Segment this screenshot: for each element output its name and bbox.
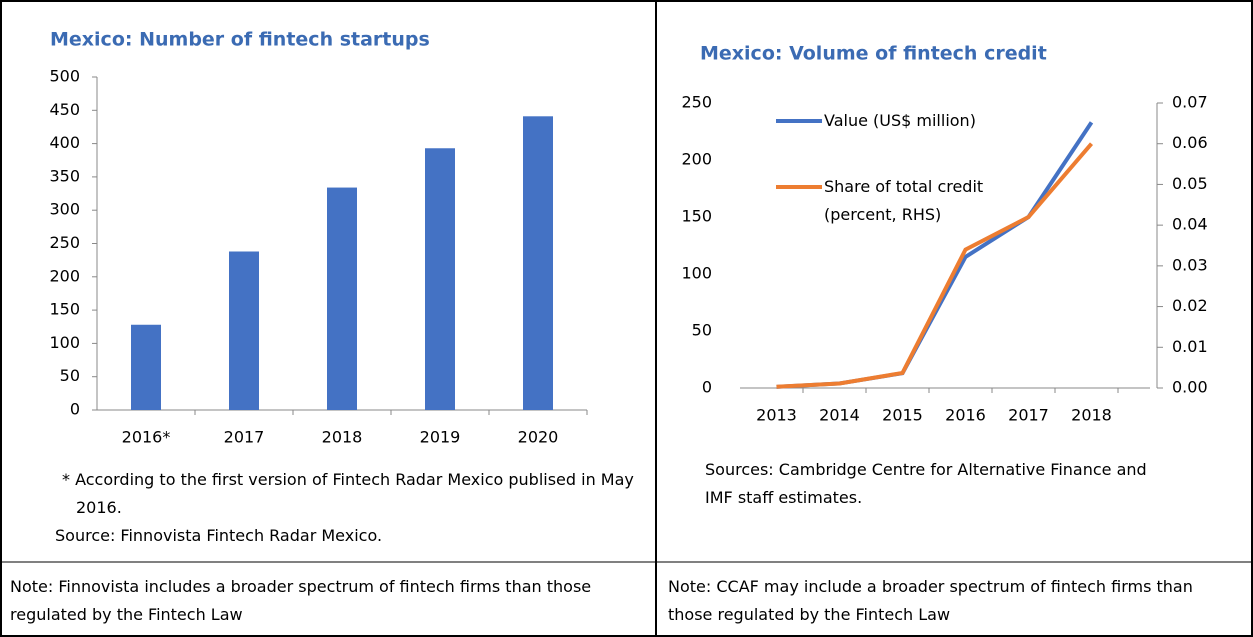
y-tick-label: 200 bbox=[49, 266, 80, 285]
y2-tick-label: 0.00 bbox=[1172, 378, 1208, 397]
series-line bbox=[776, 142, 1094, 389]
x-tick-label: 2020 bbox=[518, 428, 559, 447]
y2-tick-label: 0.03 bbox=[1172, 255, 1208, 274]
y-tick-label: 250 bbox=[49, 233, 80, 252]
x-tick-label: 2016 bbox=[945, 406, 986, 425]
y-tick-label: 350 bbox=[49, 166, 80, 185]
chart-title: Mexico: Volume of fintech credit bbox=[700, 43, 1047, 65]
y2-tick-label: 0.05 bbox=[1172, 174, 1208, 193]
footnote: * According to the first version of Fint… bbox=[62, 470, 634, 517]
y2-tick-label: 0.02 bbox=[1172, 296, 1208, 315]
x-tick-label: 2013 bbox=[756, 406, 797, 425]
x-tick-label: 2014 bbox=[819, 406, 860, 425]
y-tick-label: 0 bbox=[70, 400, 80, 419]
source: Source: Finnovista Fintech Radar Mexico. bbox=[55, 526, 383, 545]
x-tick-label: 2018 bbox=[322, 428, 363, 447]
y-tick-label: 250 bbox=[681, 93, 712, 112]
y-tick-label: 400 bbox=[49, 133, 80, 152]
bar bbox=[229, 251, 259, 410]
legend-label: Share of total credit (percent, RHS) bbox=[824, 177, 984, 224]
y-tick-label: 450 bbox=[49, 100, 80, 119]
y2-tick-label: 0.06 bbox=[1172, 133, 1208, 152]
series-line bbox=[776, 121, 1094, 389]
y-tick-label: 100 bbox=[49, 333, 80, 352]
note: Note: CCAF may include a broader spectru… bbox=[668, 577, 1193, 624]
chart-title: Mexico: Number of fintech startups bbox=[50, 29, 430, 51]
y-tick-label: 50 bbox=[692, 321, 712, 340]
x-tick-label: 2019 bbox=[420, 428, 461, 447]
x-tick-label: 2017 bbox=[224, 428, 265, 447]
y2-tick-label: 0.04 bbox=[1172, 215, 1208, 234]
y-tick-label: 50 bbox=[60, 366, 80, 385]
y-tick-label: 200 bbox=[681, 150, 712, 169]
bar bbox=[327, 187, 357, 410]
x-tick-label: 2017 bbox=[1008, 406, 1049, 425]
y-tick-label: 150 bbox=[681, 207, 712, 226]
y-tick-label: 150 bbox=[49, 300, 80, 319]
x-tick-label: 2016* bbox=[122, 428, 171, 447]
bar bbox=[131, 324, 161, 410]
y2-tick-label: 0.07 bbox=[1172, 93, 1208, 112]
y-tick-label: 0 bbox=[702, 378, 712, 397]
y-tick-label: 100 bbox=[681, 264, 712, 283]
note: Note: Finnovista includes a broader spec… bbox=[10, 577, 592, 624]
y2-tick-label: 0.01 bbox=[1172, 337, 1208, 356]
legend-label: Value (US$ million) bbox=[824, 111, 976, 130]
bar bbox=[425, 148, 455, 410]
y-tick-label: 500 bbox=[49, 67, 80, 86]
x-tick-label: 2015 bbox=[882, 406, 923, 425]
y-tick-label: 300 bbox=[49, 200, 80, 219]
bar bbox=[523, 116, 553, 410]
x-tick-label: 2018 bbox=[1071, 406, 1112, 425]
source: Sources: Cambridge Centre for Alternativ… bbox=[705, 460, 1147, 507]
